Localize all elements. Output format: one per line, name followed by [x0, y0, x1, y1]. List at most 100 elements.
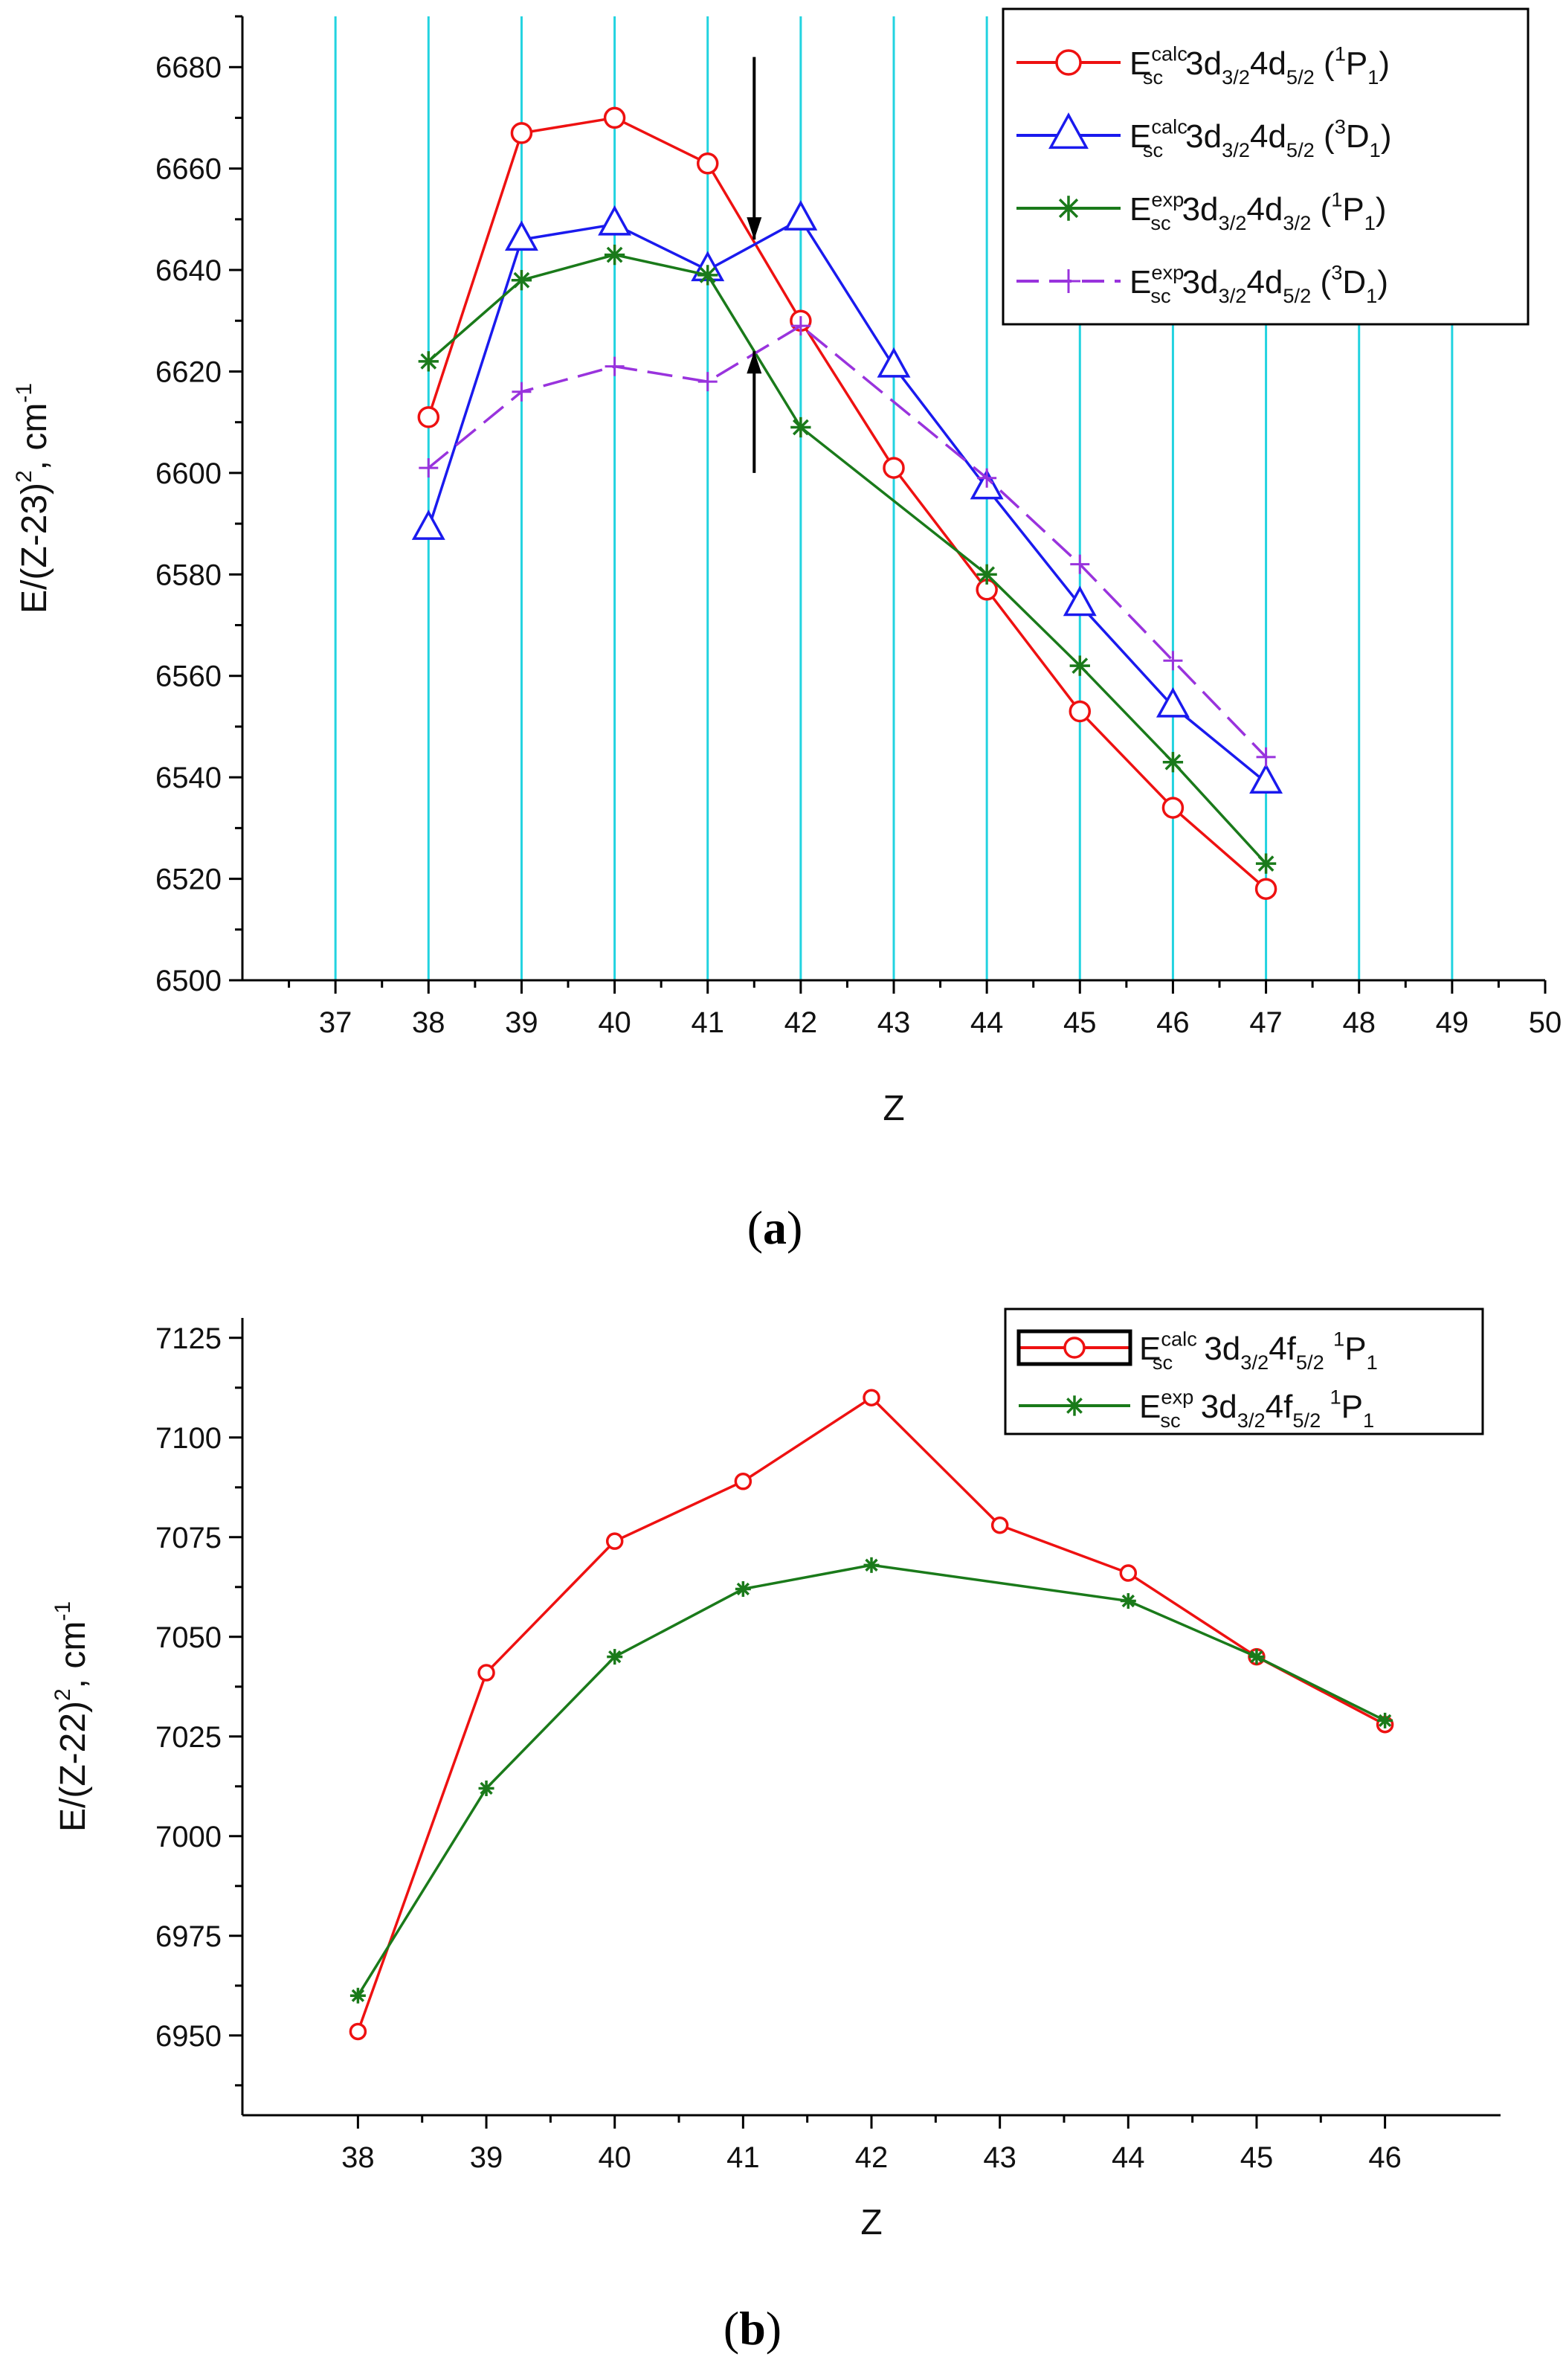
- data-point: [1163, 651, 1183, 671]
- legend-paren: [1324, 1331, 1333, 1367]
- series-1: [349, 1557, 1393, 2004]
- data-point: [1119, 1564, 1138, 1582]
- legend-subscript: 3/2: [1222, 138, 1250, 161]
- legend-subscript: sc: [1150, 284, 1170, 307]
- data-point: [512, 382, 532, 402]
- legend-superscript: calc: [1161, 1328, 1197, 1351]
- x-tick-label: 37: [319, 1006, 352, 1039]
- legend-marker: [1064, 1395, 1085, 1416]
- data-point: [603, 106, 626, 129]
- arrow-up-icon: [747, 351, 762, 473]
- legend-config: 4d: [1250, 45, 1286, 82]
- legend-config: 3d: [1185, 45, 1222, 82]
- data-point: [784, 200, 818, 231]
- x-tick-label: 44: [1112, 2141, 1145, 2174]
- legend-subscript: 3/2: [1219, 284, 1247, 307]
- data-point: [697, 265, 718, 286]
- legend-superscript: 1: [1335, 42, 1346, 65]
- data-point: [1120, 1593, 1136, 1609]
- x-tick-label: 43: [877, 1006, 911, 1039]
- chart-b: 6950 6975 7000 7025 7050 7075 7100 7125 38 39 40 41…: [51, 1308, 1501, 2355]
- x-tick-label: 43: [983, 2141, 1016, 2174]
- data-point: [1162, 752, 1184, 773]
- series-0: [349, 1389, 1394, 2041]
- data-point: [417, 406, 440, 428]
- legend-subscript: 3/2: [1222, 65, 1250, 89]
- data-point: [863, 1389, 880, 1406]
- x-tick-label: 47: [1249, 1006, 1283, 1039]
- legend-paren: [1321, 1389, 1330, 1425]
- legend-config: 4d: [1250, 118, 1286, 155]
- legend-paren: ): [1381, 118, 1392, 155]
- y-axis-label-unit: , cm: [15, 403, 54, 471]
- series-1: [411, 200, 1283, 794]
- data-point: [1156, 686, 1190, 718]
- data-point: [697, 372, 718, 392]
- x-tick-label: 44: [970, 1006, 1004, 1039]
- legend-symbol: E: [1139, 1331, 1161, 1367]
- data-point: [418, 351, 439, 372]
- y-tick-label: 6680: [155, 51, 222, 84]
- legend-superscript: calc: [1151, 115, 1187, 138]
- data-point: [790, 416, 811, 438]
- legend-subscript: sc: [1143, 138, 1163, 161]
- data-point: [1063, 585, 1097, 617]
- series-2: [418, 244, 1277, 874]
- legend-subscript: sc: [1150, 211, 1170, 234]
- legend-paren: (: [1315, 118, 1335, 155]
- y-tick-label: 6540: [155, 762, 222, 794]
- legend-subscript: 1: [1367, 65, 1379, 89]
- y-axis-label-sup: -1: [12, 383, 36, 403]
- x-tick-label: 48: [1342, 1006, 1376, 1039]
- legend-config: 4f: [1269, 1331, 1296, 1367]
- legend-subscript: 5/2: [1286, 65, 1315, 89]
- legend-label: Eexp sc 3d3/24d5/2 (3D1): [1129, 261, 1388, 308]
- legend-config: 4f: [1266, 1389, 1293, 1425]
- legend-paren: ): [1379, 45, 1390, 82]
- legend-paren: (: [1311, 264, 1331, 300]
- x-tick-label: 46: [1368, 2141, 1402, 2174]
- legend-symbol: E: [1129, 264, 1151, 300]
- series-3: [419, 316, 1276, 767]
- y-tick-label: 6975: [155, 1920, 222, 1953]
- caption-paren: (: [747, 1201, 763, 1254]
- legend-subscript: 1: [1370, 138, 1381, 161]
- data-point: [976, 564, 997, 585]
- x-tick-label: 50: [1529, 1006, 1562, 1039]
- y-axis-label-unit: , cm: [54, 1621, 93, 1689]
- axes: 6950 6975 7000 7025 7050 7075 7100 7125 38 39 40 41…: [155, 1318, 1501, 2174]
- legend-marker: [1055, 49, 1082, 76]
- legend-config: 4d: [1246, 191, 1283, 228]
- legend-paren: (: [1315, 45, 1335, 82]
- x-tick-label: 42: [784, 1006, 818, 1039]
- legend-subscript: 1: [1363, 1409, 1374, 1432]
- legend-term: D: [1342, 264, 1366, 300]
- legend-marker: [1048, 112, 1089, 149]
- series-line: [427, 217, 1267, 784]
- y-axis-label-text: E/(Z-23): [15, 483, 54, 614]
- legend-subscript: 5/2: [1286, 138, 1315, 161]
- data-point: [1377, 1712, 1393, 1728]
- caption-paren: (: [724, 2302, 739, 2355]
- data-point: [605, 1532, 624, 1550]
- legend-subscript: 3/2: [1283, 211, 1311, 234]
- data-point: [990, 1516, 1009, 1534]
- y-tick-label: 7100: [155, 1422, 222, 1455]
- x-tick-label: 42: [855, 2141, 889, 2174]
- legend-paren: ): [1376, 191, 1387, 228]
- data-point: [1256, 747, 1276, 767]
- chart-a: 6500 6520 6540 6560 6580 6600 6620 6640 6660 6680…: [12, 7, 1562, 1254]
- legend-subscript: 1: [1364, 211, 1376, 234]
- legend-highlight: [1016, 1329, 1132, 1366]
- legend-subscript: sc: [1153, 1351, 1173, 1374]
- figure-caption: (a): [747, 1201, 803, 1254]
- series-0: [417, 106, 1277, 900]
- data-point: [735, 1580, 751, 1597]
- legend-paren: ): [1377, 264, 1388, 300]
- data-point: [734, 1473, 753, 1490]
- legend-config: 3d: [1192, 1389, 1237, 1425]
- legend-subscript: 5/2: [1283, 284, 1311, 307]
- x-tick-label: 49: [1436, 1006, 1469, 1039]
- legend-term: P: [1342, 191, 1364, 228]
